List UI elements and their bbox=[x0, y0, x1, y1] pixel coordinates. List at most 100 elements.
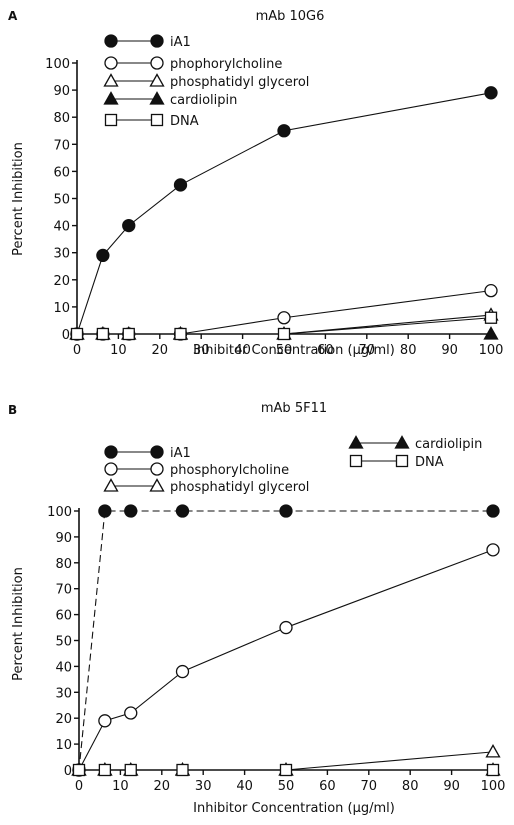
panel-b-x-tick-label: 50 bbox=[278, 779, 295, 794]
panel-b-legend-marker bbox=[149, 478, 165, 492]
panel-b-point-0 bbox=[124, 504, 138, 518]
panel-b-point-0 bbox=[279, 504, 293, 518]
panel-a-x-tick-label: 20 bbox=[152, 343, 169, 358]
panel-a-legend-marker bbox=[104, 34, 118, 48]
panel-a-point-3 bbox=[483, 326, 499, 340]
panel-a-point-1 bbox=[484, 283, 498, 298]
panel-b-y-tick-label: 80 bbox=[55, 557, 72, 572]
panel-a-x-tick-label: 60 bbox=[317, 343, 334, 358]
panel-b-xlabel: Inhibitor Concentration (µg/ml) bbox=[193, 801, 395, 816]
panel-a-legend-marker bbox=[103, 91, 119, 105]
panel-a-title: mAb 10G6 bbox=[256, 9, 325, 24]
panel-b-point-1 bbox=[279, 620, 293, 635]
panel-b-point-4 bbox=[124, 763, 137, 777]
panel-a-x-tick-label: 50 bbox=[276, 343, 293, 358]
panel-a-legend-label: DNA bbox=[170, 114, 199, 129]
panel-a-y-tick-label: 60 bbox=[53, 165, 70, 180]
panel-a-y-tick-label: 40 bbox=[53, 220, 70, 235]
panel-b-title: mAb 5F11 bbox=[261, 401, 327, 416]
panel-a-y-tick-label: 90 bbox=[53, 84, 70, 99]
panel-a-y-tick-label: 80 bbox=[53, 111, 70, 126]
panel-a-legend-label: phophorylcholine bbox=[170, 57, 282, 72]
panel-b-legend-marker bbox=[150, 445, 164, 459]
panel-b-point-4 bbox=[72, 763, 86, 777]
panel-a-legend-marker bbox=[150, 34, 164, 48]
panel-b-x-tick-label: 10 bbox=[112, 779, 129, 794]
panel-a-legend-marker bbox=[149, 73, 165, 87]
panel-b-legend-marker bbox=[104, 445, 118, 459]
panel-a-y-tick-label: 70 bbox=[53, 138, 70, 153]
panel-b-x-tick-label: 90 bbox=[443, 779, 460, 794]
panel-b-legend-label: iA1 bbox=[170, 446, 191, 461]
panel-a-ylabel: Percent Inhibition bbox=[11, 142, 26, 256]
panel-a-legend-marker bbox=[150, 113, 164, 127]
panel-a-point-4 bbox=[174, 327, 187, 341]
panel-a-point-4 bbox=[277, 327, 291, 341]
panel-b-y-tick-label: 10 bbox=[55, 738, 72, 753]
panel-b-point-4 bbox=[486, 763, 500, 777]
panel-b-legend-marker bbox=[150, 462, 164, 476]
panel-b-y-tick-label: 30 bbox=[55, 686, 72, 701]
panel-a-legend-marker bbox=[104, 56, 118, 70]
panel-b-x-tick-label: 20 bbox=[154, 779, 171, 794]
panel-b-y-tick-label: 20 bbox=[55, 712, 72, 727]
panel-b-legend-marker bbox=[103, 478, 119, 492]
panel-b-point-0 bbox=[175, 504, 190, 518]
panel-a-x-tick-label: 10 bbox=[110, 343, 127, 358]
panel-b-x-tick-label: 80 bbox=[402, 779, 419, 794]
panel-a-x-tick-label: 30 bbox=[193, 343, 210, 358]
panel-a-point-0 bbox=[122, 218, 136, 233]
panel-b-point-4 bbox=[176, 763, 189, 777]
panel-a-y-tick-label: 20 bbox=[53, 274, 70, 289]
panel-a-y-tick-label: 100 bbox=[45, 57, 70, 72]
panel-b-point-4 bbox=[279, 763, 293, 777]
panel-b-point-1 bbox=[98, 714, 112, 728]
panel-b-point-1 bbox=[486, 543, 500, 557]
panel-b-series-line-0 bbox=[78, 510, 493, 771]
panel-a-x-tick-label: 40 bbox=[234, 343, 251, 358]
panel-a-x-tick-label: 0 bbox=[73, 343, 81, 358]
panel-b-y-tick-label: 40 bbox=[55, 660, 72, 675]
panel-b-series-line-1 bbox=[78, 549, 494, 771]
panel-a-point-0 bbox=[173, 178, 188, 192]
panel-b-x-tick-label: 100 bbox=[481, 779, 506, 794]
panel-a-legend-marker bbox=[104, 113, 118, 127]
panel-a-y-tick-label: 30 bbox=[53, 247, 70, 262]
panel-a-legend-label: cardiolipin bbox=[170, 93, 237, 108]
panel-b-x-tick-label: 40 bbox=[236, 779, 253, 794]
panel-a-y-tick-label: 50 bbox=[53, 193, 70, 208]
panel-a-legend-marker bbox=[150, 56, 164, 70]
panel-b-x-tick-label: 60 bbox=[319, 779, 336, 794]
panel-a-x-tick-label: 90 bbox=[441, 343, 458, 358]
panel-a-x-tick-label: 100 bbox=[479, 343, 504, 358]
panel-b-letter: B bbox=[8, 403, 17, 417]
panel-a-plot: 0 10 20 30 40 50 60 70 80 90 100 0 10 20 30 40 50 60 70 80 9… bbox=[45, 34, 504, 358]
panel-a-y-tick-label: 0 bbox=[62, 328, 70, 343]
panel-b-point-1 bbox=[175, 664, 190, 679]
panel-a-series-line-0 bbox=[76, 92, 492, 335]
panel-b-point-2 bbox=[485, 744, 501, 758]
panel-a-point-4 bbox=[122, 327, 135, 341]
panel-a-point-1 bbox=[277, 311, 291, 325]
panel-b-legend-marker bbox=[395, 454, 409, 468]
panel-a-point-4 bbox=[484, 311, 498, 324]
panel-a-point-4 bbox=[70, 327, 84, 341]
panel-a-letter: A bbox=[8, 9, 18, 23]
panel-b-y-tick-label: 70 bbox=[55, 583, 72, 598]
panel-b-legend-marker bbox=[348, 435, 364, 449]
panel-b-point-0 bbox=[98, 504, 112, 518]
panel-a-xlabel: Inhibitor Concentration (µg/ml) bbox=[193, 343, 395, 358]
panel-b-plot: 0 10 20 30 40 50 60 70 80 90 100 0 10 20 30 40 50 60 70 80 9… bbox=[47, 435, 506, 794]
panel-a-point-0 bbox=[484, 86, 498, 100]
panel-b-y-tick-label: 100 bbox=[47, 505, 72, 520]
panel-b-legend-label: cardiolipin bbox=[415, 437, 482, 452]
panel-b-legend-label: phosphatidyl glycerol bbox=[170, 480, 309, 495]
panel-a-legend-label: phosphatidyl glycerol bbox=[170, 75, 309, 90]
panel-b-y-tick-label: 50 bbox=[55, 635, 72, 650]
panel-a-legend-marker bbox=[103, 73, 119, 87]
panel-b-y-tick-label: 60 bbox=[55, 609, 72, 624]
panel-a-y-tick-label: 10 bbox=[53, 301, 70, 316]
panel-b-legend-label: phosphorylcholine bbox=[170, 463, 289, 478]
